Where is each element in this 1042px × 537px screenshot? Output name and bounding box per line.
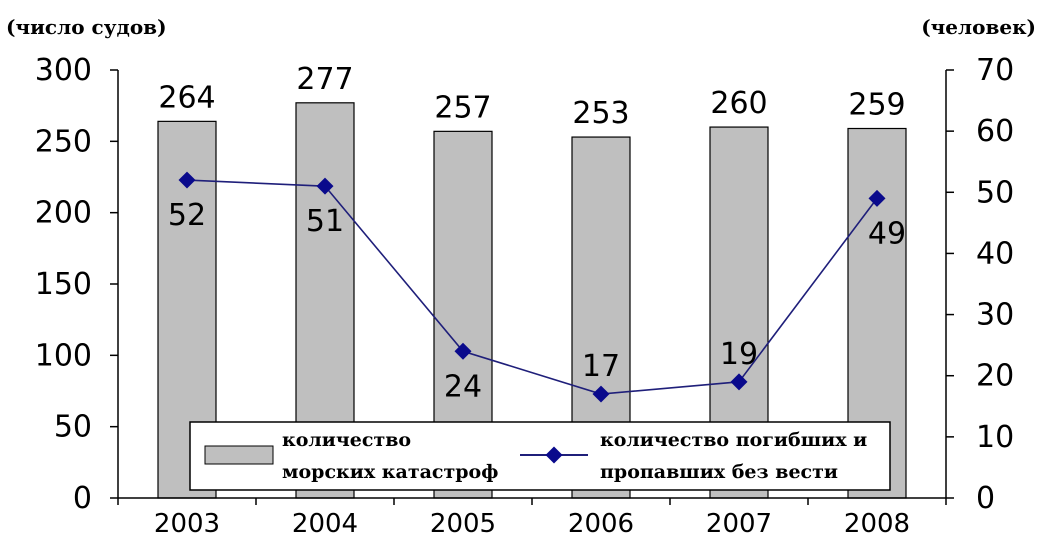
right-axis-unit: (человек): [921, 15, 1036, 39]
legend-bar-label-line2: морских катастроф: [282, 461, 498, 483]
axes: 0 50 100 150 200 250 300 0 10 20 30 40 50 60 70 2003 200…: [35, 53, 1014, 537]
bar-value-label: 253: [572, 96, 629, 131]
line-series: 52 51 24 17 19 49: [168, 171, 906, 404]
bar-value-label: 259: [848, 87, 905, 122]
left-tick-label: 200: [35, 196, 92, 231]
right-tick-label: 40: [976, 236, 1014, 271]
left-tick-label: 50: [54, 410, 92, 445]
x-tick-label: 2003: [154, 509, 220, 537]
x-tick-label: 2004: [292, 509, 358, 537]
line-value-label: 49: [868, 216, 906, 251]
line-value-label: 19: [720, 337, 758, 372]
right-tick-label: 60: [976, 114, 1014, 149]
legend-line-label-line2: пропавших без вести: [600, 461, 838, 483]
line-marker: [868, 189, 886, 207]
right-tick-label: 20: [976, 359, 1014, 394]
right-tick-label: 0: [976, 481, 995, 516]
line-marker: [592, 385, 610, 403]
bar-value-label: 260: [710, 86, 767, 121]
line-marker: [730, 373, 748, 391]
right-tick-label: 10: [976, 420, 1014, 455]
left-tick-label: 250: [35, 124, 92, 159]
left-tick-label: 0: [73, 481, 92, 516]
left-tick-label: 300: [35, 53, 92, 88]
left-tick-label: 100: [35, 338, 92, 373]
line-marker: [454, 342, 472, 360]
line-path: [186, 179, 878, 395]
line-value-label: 51: [306, 204, 344, 239]
x-tick-label: 2005: [430, 509, 496, 537]
bar-value-label: 264: [158, 80, 215, 115]
legend-bar-label-line1: количество: [282, 429, 411, 451]
x-tick-label: 2008: [844, 509, 910, 537]
left-tick-label: 150: [35, 267, 92, 302]
line-value-label: 52: [168, 198, 206, 233]
line-value-label: 24: [444, 369, 482, 404]
legend-line-label-line1: количество погибших и: [600, 429, 867, 451]
legend-line-marker: [545, 446, 563, 464]
x-tick-label: 2007: [706, 509, 772, 537]
right-tick-label: 70: [976, 53, 1014, 88]
right-tick-label: 50: [976, 175, 1014, 210]
bar-value-label: 257: [434, 90, 491, 125]
left-axis-unit: (число судов): [6, 15, 167, 39]
legend-bar-swatch: [204, 445, 274, 465]
line-value-label: 17: [582, 349, 620, 384]
bar-value-label: 277: [296, 62, 353, 97]
line-marker: [178, 171, 196, 189]
line-marker: [316, 177, 334, 195]
right-tick-label: 30: [976, 298, 1014, 333]
legend: количество морских катастроф количество …: [189, 421, 891, 491]
x-tick-label: 2006: [568, 509, 634, 537]
